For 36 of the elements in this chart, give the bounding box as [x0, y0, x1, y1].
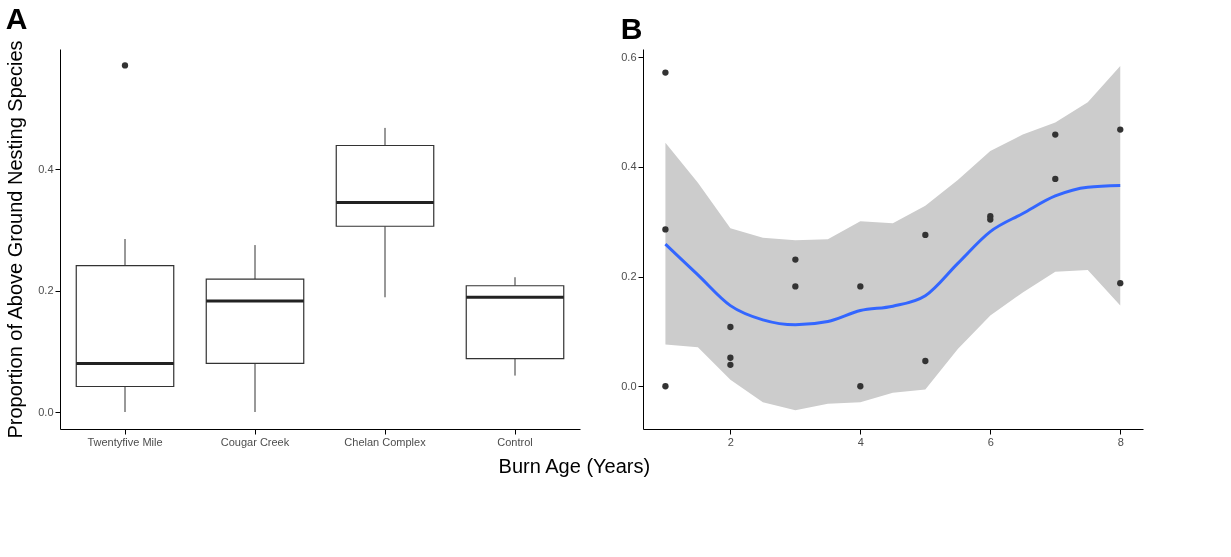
point	[727, 354, 734, 361]
point	[922, 231, 929, 239]
point	[1052, 131, 1059, 138]
point	[857, 283, 864, 290]
point	[922, 357, 929, 365]
point	[857, 383, 864, 390]
point	[727, 323, 734, 331]
x-tick-label: 2	[727, 435, 734, 448]
y-tick-label: 0.0	[38, 405, 54, 418]
point	[727, 361, 734, 368]
point	[662, 226, 669, 233]
point	[1052, 175, 1059, 183]
point	[1117, 279, 1124, 287]
y-tick-label: 0.2	[621, 270, 637, 283]
y-tick-label: 0.4	[38, 162, 54, 175]
x-tick-label: 6	[987, 435, 994, 448]
point	[662, 69, 669, 76]
y-tick-label: 0.2	[38, 284, 54, 297]
x-tick-label: Twentyfive Mile	[87, 435, 163, 448]
y-tick-label: 0.6	[621, 50, 637, 63]
x-tick-label: 4	[857, 435, 864, 448]
point	[792, 283, 799, 290]
x-tick-label: Control	[497, 435, 533, 448]
chart-title: B	[620, 12, 643, 45]
x-tick-label: Chelan Complex	[344, 435, 427, 448]
x-tick-label: 8	[1117, 435, 1124, 448]
point	[1117, 126, 1124, 133]
point	[792, 256, 799, 263]
x-tick-label: Cougar Creek	[220, 435, 290, 448]
chart-title: A	[5, 2, 28, 36]
y-tick-label: 0.4	[621, 160, 637, 173]
line-series	[663, 184, 1122, 327]
point	[662, 383, 669, 390]
y-tick-label: 0.0	[621, 379, 637, 392]
y-axis-title: Proportion of Above Ground Nesting Species	[4, 40, 27, 439]
x-axis-title: Burn Age (Years)	[498, 455, 651, 477]
